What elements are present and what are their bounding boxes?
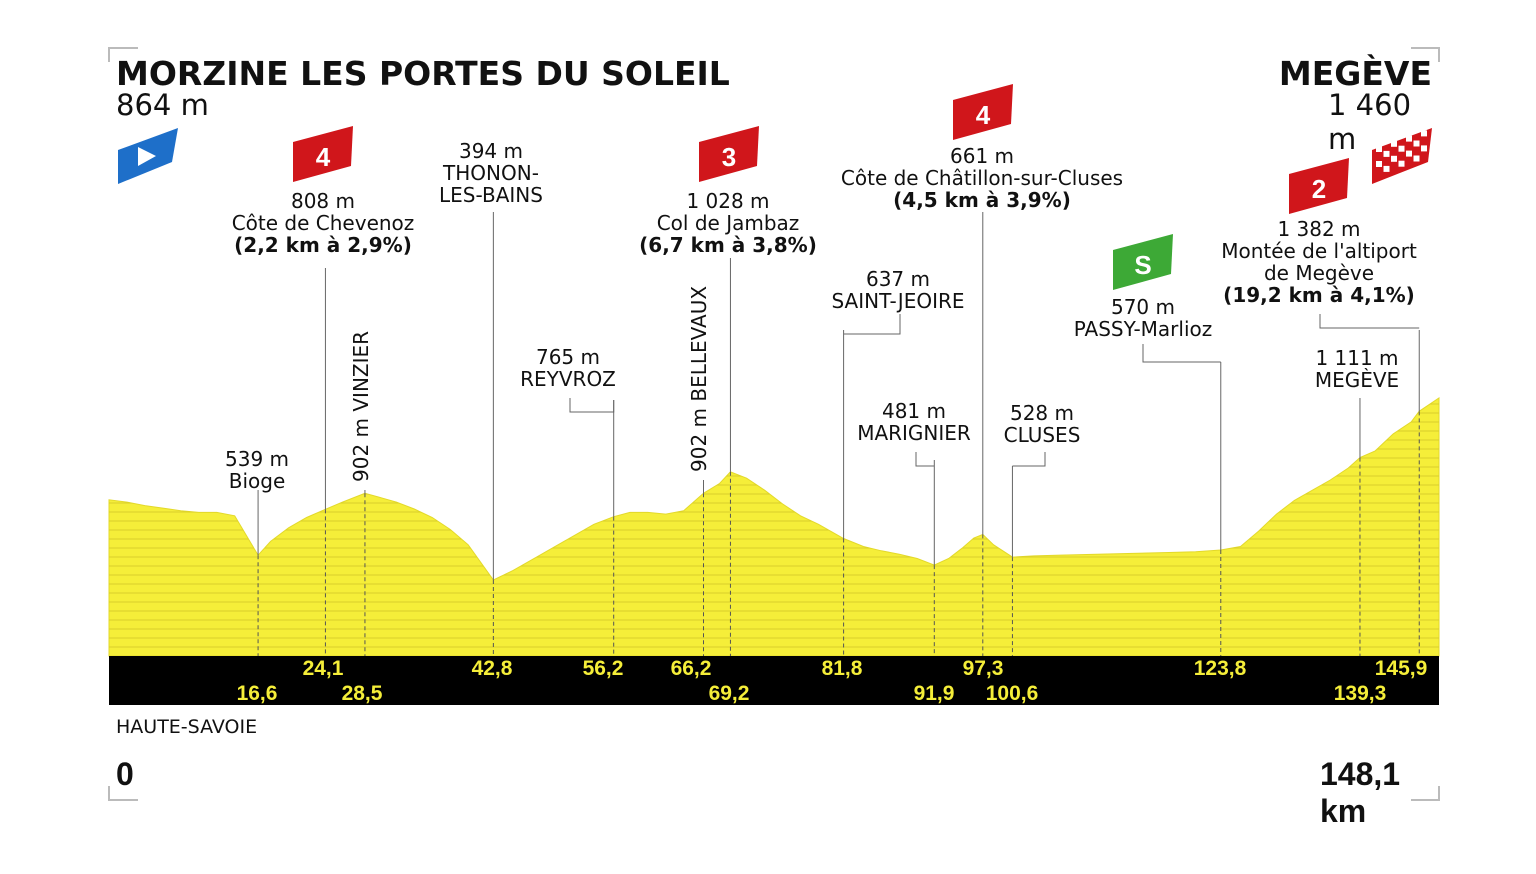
- km-label-66-2: 66,2: [670, 657, 712, 680]
- profile-area: [108, 397, 1440, 657]
- label-bioge: 539 m Bioge: [224, 447, 290, 493]
- km-label-145-9: 145,9: [1374, 657, 1428, 680]
- start-town-title: MORZINE LES PORTES DU SOLEIL: [116, 54, 730, 93]
- frame-corners: [108, 47, 1440, 801]
- km-label-24-1: 24,1: [302, 657, 344, 680]
- climb-badge-jambaz-text: 3: [722, 142, 736, 172]
- finish-town-title: MEGÈVE: [1278, 54, 1432, 93]
- distance-start-label: 0: [116, 756, 134, 792]
- km-label-97-3: 97,3: [962, 657, 1004, 680]
- km-label-100-6: 100,6: [985, 682, 1039, 705]
- label-altiport: 1 382 m Montée de l'altiport de Megève (19,…: [1221, 217, 1417, 307]
- label-chatillon: 661 m Côte de Châtillon-sur-Cluses (4,5 km…: [840, 144, 1124, 212]
- start-altitude: 864 m: [116, 88, 209, 122]
- distance-end-label: 148,1 km: [1320, 756, 1401, 829]
- label-bellevaux: 902 m BELLEVAUX: [687, 285, 711, 472]
- label-marignier: 481 m MARIGNIER: [857, 399, 971, 445]
- leader-altiport: [1319, 314, 1420, 329]
- label-megeve-town: 1 111 m MEGÈVE: [1314, 346, 1400, 392]
- leader-reyvroz: [569, 398, 615, 413]
- start-flag-play-glyph: [138, 147, 156, 166]
- km-label-91-9: 91,9: [913, 682, 955, 705]
- climb-badge-chatillon: [953, 84, 1013, 140]
- km-label-123-8: 123,8: [1193, 657, 1247, 680]
- finish-altitude: 1 460 m: [1328, 88, 1412, 156]
- leader-saint-jeoire: [843, 314, 901, 335]
- km-label-42-8: 42,8: [471, 657, 513, 680]
- label-vinzier: 902 m VINZIER: [349, 330, 373, 482]
- climb-badge-altiport-text: 2: [1312, 174, 1326, 204]
- km-label-81-8: 81,8: [821, 657, 863, 680]
- climb-badge-jambaz: [699, 126, 759, 182]
- label-saint-jeoire: 637 m SAINT-JEOIRE: [831, 267, 965, 313]
- km-label-16-6: 16,6: [236, 682, 278, 705]
- label-passy: 570 m PASSY-Marlioz: [1073, 295, 1213, 341]
- leader-marignier: [915, 452, 935, 467]
- km-label-56-2: 56,2: [582, 657, 624, 680]
- km-band: [109, 656, 1439, 705]
- checkered-flag-icon: [1372, 128, 1432, 184]
- climb-badge-altiport: [1289, 158, 1349, 214]
- climb-badge-chevenoz-text: 4: [316, 142, 331, 172]
- label-jambaz: 1 028 m Col de Jambaz (6,7 km à 3,8%): [639, 189, 817, 257]
- leader-cluses: [1012, 452, 1046, 467]
- sprint-badge-passy-text: S: [1134, 250, 1151, 280]
- climb-badge-chevenoz: [293, 126, 353, 182]
- label-thonon: 394 m THONON- LES-BAINS: [439, 139, 543, 207]
- km-label-69-2: 69,2: [708, 682, 750, 705]
- region-label: HAUTE-SAVOIE: [116, 716, 258, 738]
- climb-badge-chatillon-text: 4: [976, 100, 991, 130]
- leader-passy: [1142, 344, 1221, 363]
- km-label-139-3: 139,3: [1333, 682, 1387, 705]
- km-label-28-5: 28,5: [341, 682, 383, 705]
- label-cluses: 528 m CLUSES: [1003, 401, 1081, 447]
- label-reyvroz: 765 m REYVROZ: [520, 345, 616, 391]
- sprint-badge-passy: [1113, 234, 1173, 290]
- label-chevenoz: 808 m Côte de Chevenoz (2,2 km à 2,9%): [231, 189, 415, 257]
